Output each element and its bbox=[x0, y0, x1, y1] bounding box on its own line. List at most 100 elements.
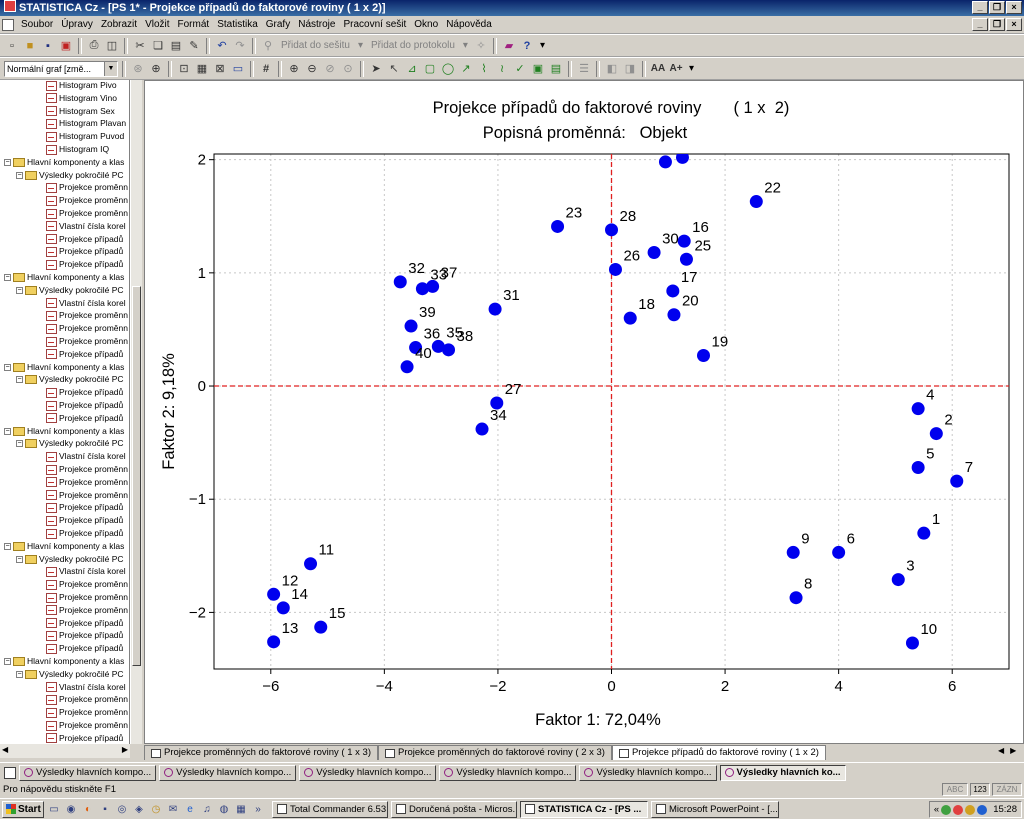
collapse-icon[interactable]: − bbox=[16, 171, 23, 179]
undo-icon[interactable]: ↶ bbox=[217, 40, 227, 52]
tray-expand-icon[interactable]: « bbox=[933, 804, 940, 815]
tree-item[interactable]: Projekce proměnn bbox=[46, 181, 128, 194]
line-style-icon[interactable]: ☰ bbox=[579, 63, 589, 75]
collapse-icon[interactable]: − bbox=[16, 286, 23, 294]
quick-launch-ie-icon[interactable]: e bbox=[187, 803, 193, 815]
document-tab[interactable]: Projekce proměnných do faktorové roviny … bbox=[144, 745, 378, 760]
brush-icon[interactable]: ⊛ bbox=[133, 63, 143, 75]
data-point[interactable] bbox=[276, 601, 290, 615]
new-file-icon[interactable]: ▫ bbox=[10, 39, 14, 52]
tree-item[interactable]: Histogram Sex bbox=[46, 105, 115, 118]
tree-item[interactable]: Histogram Pivo bbox=[46, 80, 117, 92]
zoom-extent-icon[interactable]: ⊙ bbox=[343, 63, 353, 75]
data-point[interactable] bbox=[891, 573, 905, 587]
collapse-icon[interactable]: − bbox=[4, 158, 11, 166]
tree-item[interactable]: Projekce případů bbox=[46, 629, 123, 642]
scroll-right-icon[interactable]: ▶ bbox=[121, 745, 128, 754]
tree-item[interactable]: Histogram Puvod bbox=[46, 130, 124, 143]
data-point[interactable] bbox=[267, 635, 281, 649]
tree-item[interactable]: Projekce proměnn bbox=[46, 207, 128, 220]
data-point[interactable] bbox=[488, 302, 502, 316]
data-point[interactable] bbox=[675, 151, 689, 164]
tree-scroll-thumb[interactable] bbox=[132, 286, 141, 666]
tree-item[interactable]: Projekce proměnn bbox=[46, 335, 128, 348]
workspace-button[interactable]: Výsledky hlavních kompo... bbox=[19, 764, 157, 781]
collapse-icon[interactable]: − bbox=[16, 555, 23, 563]
menu-item[interactable]: Nástroje bbox=[298, 19, 336, 30]
data-point[interactable] bbox=[431, 339, 445, 353]
taskbar-button[interactable]: Doručená pošta - Micros... bbox=[391, 800, 517, 818]
quick-launch-more-icon[interactable]: » bbox=[255, 803, 261, 815]
taskbar-button[interactable]: Microsoft PowerPoint - [... bbox=[651, 800, 779, 818]
dropdown-arrow-icon[interactable]: ▾ bbox=[689, 63, 695, 74]
data-point[interactable] bbox=[426, 279, 440, 293]
data-point[interactable] bbox=[911, 461, 925, 475]
redo-icon[interactable]: ↷ bbox=[235, 40, 245, 52]
zoom-reset-icon[interactable]: ⊘ bbox=[325, 63, 335, 75]
tree-item[interactable]: Vlastní čísla korel bbox=[46, 220, 126, 233]
draw-arrow-icon[interactable]: ↗ bbox=[461, 63, 471, 75]
tree-item[interactable]: Projekce proměnn bbox=[46, 322, 128, 335]
data-point[interactable] bbox=[696, 348, 710, 362]
tree-item[interactable]: Projekce proměnn bbox=[46, 693, 128, 706]
data-point[interactable] bbox=[314, 620, 328, 634]
data-point[interactable] bbox=[551, 219, 565, 233]
graph-options-icon[interactable]: ⊡ bbox=[179, 63, 189, 75]
menu-item[interactable]: Formát bbox=[177, 19, 210, 30]
data-point[interactable] bbox=[679, 252, 693, 266]
print-preview-icon[interactable]: ◫ bbox=[106, 40, 118, 52]
tree-item[interactable]: Projekce proměnn bbox=[46, 489, 128, 502]
font-size-icon[interactable]: AA bbox=[650, 63, 666, 74]
data-point[interactable] bbox=[647, 245, 661, 259]
data-point[interactable] bbox=[304, 557, 318, 571]
tab-scroll-left-icon[interactable]: ◀ bbox=[998, 746, 1005, 755]
workspace-button[interactable]: Výsledky hlavních ko... bbox=[719, 764, 846, 781]
data-point[interactable] bbox=[667, 308, 681, 322]
menu-item[interactable]: Grafy bbox=[265, 19, 291, 30]
binoculars-icon[interactable]: ⚲ bbox=[263, 40, 273, 52]
quick-launch-media-icon[interactable]: ◍ bbox=[219, 803, 229, 815]
tree-item[interactable]: Projekce případů bbox=[46, 399, 123, 412]
open-folder-icon[interactable]: ■ bbox=[26, 39, 34, 52]
menu-item[interactable]: Úpravy bbox=[61, 19, 93, 30]
draw-rectangle-icon[interactable]: ▢ bbox=[424, 63, 436, 75]
graph-window[interactable]: −6 −4 −2 0 2 4 6 −2 −1 0 1 2 Projekce případů do fak… bbox=[144, 80, 1024, 744]
tree-folder[interactable]: − Hlavní komponenty a klas bbox=[4, 361, 124, 374]
workbook-tree[interactable]: Histogram Pivo Histogram Vino Histogram Se… bbox=[0, 80, 130, 744]
quick-launch-office-icon[interactable]: ▦ bbox=[236, 803, 246, 815]
tray-antivirus-icon[interactable] bbox=[953, 804, 964, 815]
tree-folder[interactable]: − Hlavní komponenty a klas bbox=[4, 425, 124, 438]
tree-item[interactable]: Vlastní čísla korel bbox=[46, 297, 126, 310]
draw-line-icon[interactable]: ⊿ bbox=[407, 63, 417, 75]
tree-item[interactable]: Projekce případů bbox=[46, 412, 123, 425]
quick-launch-mail-icon[interactable]: ✉ bbox=[168, 803, 178, 815]
scroll-left-icon[interactable]: ◀ bbox=[2, 745, 9, 754]
tree-item[interactable]: Projekce případů bbox=[46, 245, 123, 258]
data-point[interactable] bbox=[393, 275, 407, 289]
workspace-button[interactable]: Výsledky hlavních kompo... bbox=[439, 764, 577, 781]
graph-type-select[interactable]: Normální graf [změ... ▼ bbox=[4, 60, 118, 77]
document-tab[interactable]: Projekce proměnných do faktorové roviny … bbox=[377, 745, 612, 760]
menu-item[interactable]: Soubor bbox=[21, 19, 54, 30]
zoom-out-icon[interactable]: ⊖ bbox=[307, 63, 317, 75]
quick-launch-tool-icon[interactable]: ◎ bbox=[117, 803, 127, 815]
tree-folder[interactable]: − Výsledky pokročilé PC bbox=[16, 668, 124, 681]
tree-folder[interactable]: − Výsledky pokročilé PC bbox=[16, 437, 124, 450]
quick-launch-firefox-icon[interactable]: ◐ bbox=[84, 803, 92, 815]
tree-item[interactable]: Projekce proměnn bbox=[46, 604, 128, 617]
quick-launch-app-icon[interactable]: ◈ bbox=[135, 803, 143, 815]
tree-folder[interactable]: − Hlavní komponenty a klas bbox=[4, 540, 124, 553]
data-point[interactable] bbox=[666, 284, 680, 298]
workspace-button[interactable]: Výsledky hlavních kompo... bbox=[299, 764, 437, 781]
cut-icon[interactable]: ✂ bbox=[135, 40, 145, 52]
tree-item[interactable]: Projekce případů bbox=[46, 732, 123, 744]
menu-item[interactable]: Vložit bbox=[145, 19, 170, 30]
quick-launch-save-icon[interactable]: ▪ bbox=[103, 803, 107, 815]
menu-item[interactable]: Nápověda bbox=[446, 19, 492, 30]
tree-item[interactable]: Projekce proměnn bbox=[46, 719, 128, 732]
dropdown-arrow-icon[interactable]: ▾ bbox=[357, 40, 363, 51]
tray-clock[interactable]: 15:28 bbox=[993, 804, 1017, 815]
data-point[interactable] bbox=[623, 311, 637, 325]
tree-folder[interactable]: − Hlavní komponenty a klas bbox=[4, 156, 124, 169]
